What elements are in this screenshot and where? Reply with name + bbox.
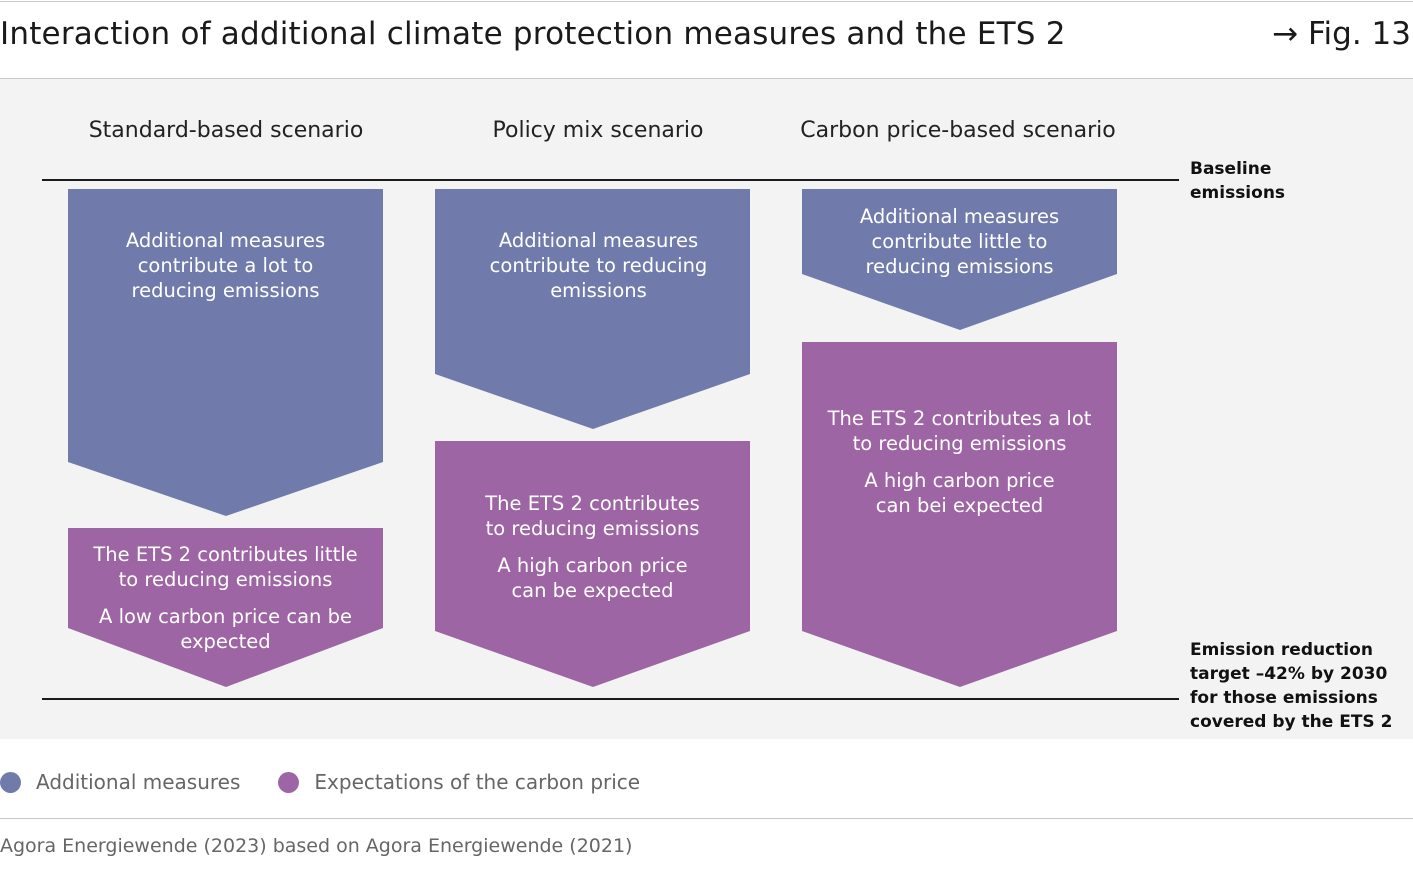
target-line bbox=[42, 698, 1179, 700]
figure-title: Interaction of additional climate protec… bbox=[0, 16, 1066, 52]
bottom-rule bbox=[0, 818, 1413, 819]
legend-dot-measures bbox=[0, 771, 21, 793]
carbon-price-text-carbon-price: The ETS 2 contributes a lot to reducing e… bbox=[827, 407, 1092, 517]
legend-dot-carbon-price bbox=[278, 771, 300, 793]
legend-item-carbon-price: Expectations of the carbon price bbox=[278, 770, 640, 794]
measures-arrow-policy-mix bbox=[435, 189, 750, 429]
measures-text-policy-mix: Additional measures contribute to reduci… bbox=[489, 229, 708, 302]
measures-text-carbon-price: Additional measures contribute little to… bbox=[859, 205, 1060, 278]
legend-label-carbon-price: Expectations of the carbon price bbox=[314, 770, 641, 794]
measures-arrow-carbon-price bbox=[802, 189, 1117, 330]
top-rule bbox=[0, 1, 1413, 2]
carbon-price-arrow-standard bbox=[68, 528, 383, 687]
legend: Additional measures Expectations of the … bbox=[0, 768, 678, 796]
column-title-standard: Standard-based scenario bbox=[88, 118, 364, 143]
measures-arrow-standard bbox=[68, 189, 383, 516]
column-title-carbon-price: Carbon price-based scenario bbox=[800, 118, 1116, 143]
figure-reference-link[interactable]: → Fig. 13 bbox=[1272, 16, 1411, 52]
carbon-price-text-policy-mix: The ETS 2 contributes to reducing emissio… bbox=[485, 492, 700, 602]
carbon-price-arrow-carbon-price bbox=[802, 342, 1117, 687]
column-title-policy-mix: Policy mix scenario bbox=[492, 118, 704, 143]
legend-label-measures: Additional measures bbox=[36, 770, 241, 794]
baseline-label: Baseline emissions bbox=[1190, 159, 1286, 203]
baseline-line bbox=[42, 179, 1179, 181]
legend-item-measures: Additional measures bbox=[0, 770, 240, 794]
measures-text-standard: Additional measures contribute a lot to … bbox=[125, 229, 326, 302]
target-label: Emission reduction target –42% by 2030 f… bbox=[1190, 640, 1393, 732]
source-note: Agora Energiewende (2023) based on Agora… bbox=[0, 835, 633, 857]
carbon-price-arrow-policy-mix bbox=[435, 441, 750, 687]
carbon-price-text-standard: The ETS 2 contributes little to reducing … bbox=[93, 543, 358, 653]
